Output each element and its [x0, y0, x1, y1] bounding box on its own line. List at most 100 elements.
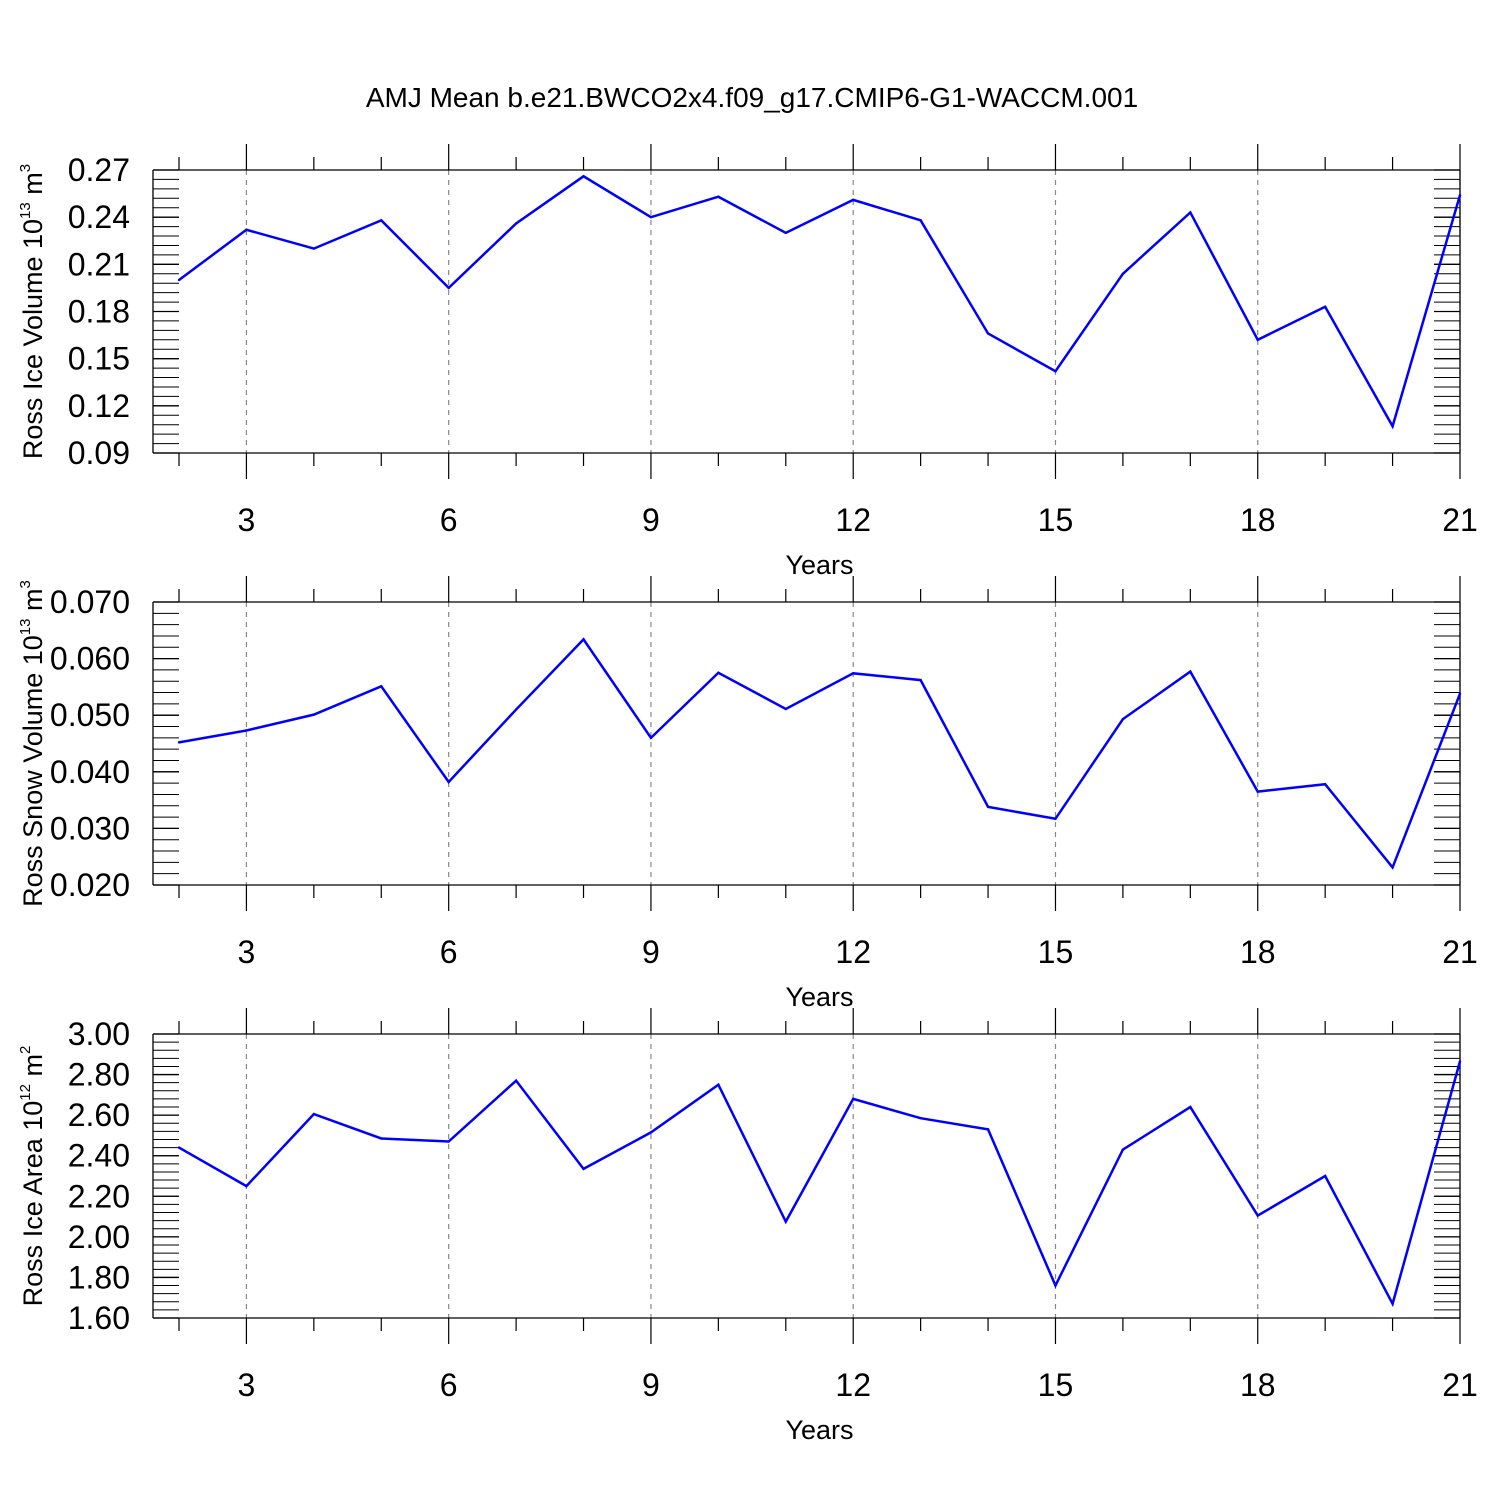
x-tick-label: 3: [238, 502, 256, 538]
data-point: [447, 286, 450, 290]
data-point: [919, 219, 922, 222]
x-tick-label: 21: [1442, 934, 1478, 970]
data-point: [1323, 1174, 1327, 1178]
x-tick-label: 6: [440, 502, 458, 538]
y-tick-label: 0.12: [68, 388, 130, 424]
data-point: [784, 231, 787, 235]
data-point: [245, 729, 248, 732]
x-tick-label: 3: [238, 934, 256, 970]
x-tick-label: 15: [1038, 1367, 1074, 1403]
data-point: [514, 1079, 518, 1082]
y-tick-label: 1.80: [68, 1259, 130, 1295]
y-tick-label: 0.09: [68, 435, 130, 471]
data-point: [1189, 211, 1192, 214]
data-point: [1121, 1148, 1125, 1151]
data-point: [245, 228, 248, 231]
y-tick-label: 0.070: [50, 584, 130, 620]
x-tick-label: 21: [1442, 1367, 1478, 1403]
y-tick-label: 0.020: [50, 867, 130, 903]
data-point: [1054, 1284, 1057, 1287]
data-point: [245, 1184, 248, 1188]
x-tick-label: 9: [642, 934, 660, 970]
data-point: [582, 175, 585, 178]
panel-3: 1.60 1.80 2.00 2.20 2.40 2.60 2.80 3.00 3 6 9 12 15 1…: [17, 1008, 1478, 1445]
data-point: [784, 1220, 787, 1223]
data-point: [1189, 1105, 1192, 1109]
data-point: [514, 708, 518, 711]
data-point: [717, 1083, 720, 1086]
x-tick-label: 18: [1240, 1367, 1276, 1403]
data-point: [312, 1112, 316, 1116]
x-tick-label: 6: [440, 1367, 458, 1403]
data-point: [852, 1097, 855, 1101]
data-point: [177, 278, 181, 282]
data-point: [1391, 1302, 1394, 1306]
y-tick-label: 0.27: [68, 152, 130, 188]
data-point: [380, 685, 383, 688]
x-tick-label: 12: [835, 1367, 871, 1403]
data-point: [1256, 790, 1259, 793]
data-point: [514, 222, 518, 225]
series-line: [178, 174, 1462, 430]
y-tick-label: 2.80: [68, 1057, 130, 1093]
data-point: [582, 638, 585, 641]
x-tick-label: 3: [238, 1367, 256, 1403]
data-point: [1391, 866, 1394, 869]
y-tick-label: 0.040: [50, 754, 130, 790]
x-tick-label: 18: [1240, 934, 1276, 970]
data-point: [447, 780, 450, 784]
x-tick-label: 9: [642, 502, 660, 538]
y-axis-label: Ross Ice Volume 1013 m3: [17, 164, 48, 459]
data-point: [177, 1146, 181, 1149]
y-axis-label: Ross Snow Volume 1013 m3: [17, 580, 48, 907]
data-point: [986, 805, 990, 809]
x-tick-label: 21: [1442, 502, 1478, 538]
data-point: [1121, 717, 1125, 721]
data-point: [919, 678, 922, 682]
data-point: [1323, 783, 1327, 786]
y-tick-label: 2.60: [68, 1097, 130, 1133]
y-tick-label: 1.60: [68, 1300, 130, 1336]
chart-title: AMJ Mean b.e21.BWCO2x4.f09_g17.CMIP6-G1-…: [366, 82, 1138, 113]
panel-1: 0.09 0.12 0.15 0.18 0.21 0.24 0.27 3 6 9 12 15 18 21 Y…: [17, 144, 1478, 580]
data-point: [1256, 338, 1259, 341]
data-point: [1189, 670, 1192, 673]
data-point: [1391, 425, 1394, 428]
data-point: [1054, 817, 1057, 820]
x-tick-label: 12: [835, 934, 871, 970]
data-point: [1458, 193, 1462, 197]
y-tick-label: 0.18: [68, 294, 130, 330]
data-point: [717, 195, 720, 198]
x-tick-label: 15: [1038, 502, 1074, 538]
data-point: [447, 1140, 450, 1143]
data-point: [919, 1116, 922, 1120]
data-point: [1458, 692, 1462, 695]
x-axis-label: Years: [785, 550, 853, 580]
series-line: [178, 1061, 1462, 1308]
x-tick-label: 6: [440, 934, 458, 970]
y-tick-label: 2.00: [68, 1219, 130, 1255]
x-axis-label: Years: [785, 1415, 853, 1445]
y-tick-label: 0.21: [68, 246, 130, 282]
panel-2: 0.020 0.030 0.040 0.050 0.060 0.070 3 6 9 12 15 18 2…: [17, 576, 1478, 1012]
x-axis-label: Years: [785, 982, 853, 1012]
x-tick-label: 15: [1038, 934, 1074, 970]
data-point: [852, 672, 855, 675]
data-point: [1054, 370, 1057, 373]
data-point: [986, 1128, 990, 1131]
data-point: [1121, 272, 1125, 275]
data-point: [177, 741, 181, 744]
data-point: [380, 219, 383, 222]
data-point: [1458, 1060, 1462, 1063]
y-tick-label: 0.050: [50, 697, 130, 733]
y-tick-label: 2.20: [68, 1178, 130, 1214]
y-tick-label: 0.060: [50, 641, 130, 677]
y-tick-label: 0.15: [68, 341, 130, 377]
y-tick-label: 3.00: [68, 1016, 130, 1052]
y-tick-label: 2.40: [68, 1138, 130, 1174]
data-point: [986, 332, 990, 335]
x-tick-label: 18: [1240, 502, 1276, 538]
data-point: [717, 671, 720, 674]
y-tick-label: 0.24: [68, 199, 130, 235]
